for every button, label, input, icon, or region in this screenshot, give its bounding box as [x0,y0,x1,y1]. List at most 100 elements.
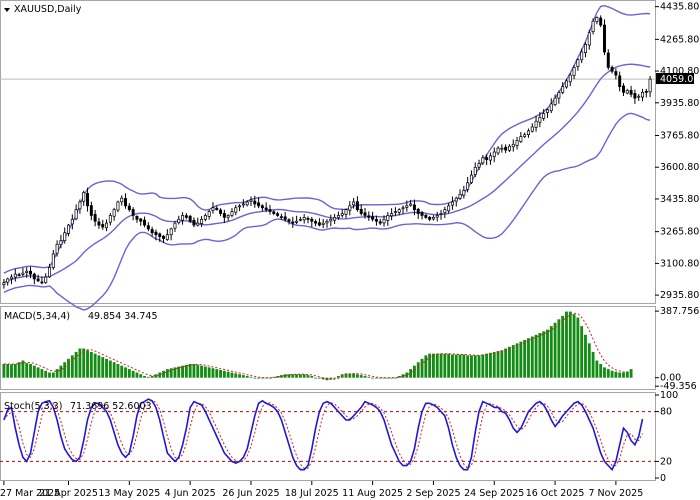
macd-bar [279,375,283,378]
macd-bar [86,350,89,378]
macd-bar [302,374,306,378]
candle-body [500,147,504,150]
candle-body [595,17,599,22]
macd-bar [333,377,337,379]
macd-bar [173,367,177,378]
time-axis-label: 11 Aug 2025 [342,488,403,499]
macd-bar [565,311,568,378]
candle-body [302,217,306,221]
candle-body [492,151,496,157]
macd-bar [435,353,439,378]
candle-body [545,109,549,113]
candle-body [226,215,230,218]
candle-body [188,215,192,222]
macd-bar [397,375,401,378]
candle-body [447,205,451,212]
dropdown-arrow-icon[interactable] [4,8,10,12]
candle-body [276,213,280,216]
candle-body [648,78,652,93]
candle-body [306,217,310,220]
candle-body [272,211,276,214]
candle-body [241,203,245,206]
macd-bar [527,338,530,378]
macd-bar [610,370,614,378]
macd-bar [112,362,116,378]
price-axis-label: 3600.80 [660,162,699,173]
candle-body [93,214,97,222]
candle-body [291,221,295,224]
candle-body [105,222,109,229]
macd-bar [352,373,356,378]
bollinger-upper-band [3,4,651,274]
candle-body [477,163,481,168]
candle-body [44,276,48,283]
candle-body [587,32,591,46]
time-axis-label: 2 Sep 2025 [406,488,460,499]
candle-body [181,215,185,221]
price-axis-label: 2935.80 [660,290,699,301]
macd-bar [382,377,386,379]
candle-body [363,212,367,216]
candle-body [36,278,40,282]
macd-bar [215,369,219,378]
candle-body [435,215,439,218]
macd-bar [424,355,428,378]
macd-bar [496,351,500,378]
candle-body [150,229,154,234]
price-axis-label: 3435.80 [660,194,699,205]
candle-body [515,140,519,146]
candle-body [549,103,553,112]
macd-bar [207,367,211,378]
macd-bar [131,370,135,378]
macd-bar [13,363,17,378]
candle-body [462,190,466,196]
macd-bar [329,377,333,380]
candle-body [405,205,409,208]
macd-bar [401,374,405,378]
macd-bar [249,376,253,378]
macd-bar [257,377,261,379]
macd-bar [515,343,519,378]
macd-bar [200,365,203,378]
macd-bar [44,370,48,378]
stoch-signal-line [3,399,643,469]
macd-bar [359,375,363,378]
macd-bar [146,376,150,378]
macd-bar [63,362,67,378]
macd-bar [6,363,10,378]
macd-bar [93,353,97,378]
macd-bar [124,367,127,378]
candle-body [13,273,17,278]
macd-bar [192,363,196,378]
macd-bar [523,339,527,378]
macd-bar [561,315,565,378]
candle-body [78,201,82,210]
candle-body [260,205,264,209]
candle-body [120,197,124,203]
macd-bar [508,346,511,378]
candle-body [32,273,36,280]
stoch-axis-label: 100 [660,390,678,401]
macd-bar [78,348,82,378]
candle-body [203,215,207,220]
candle-body [207,211,211,217]
chart-title: XAUUSD,Daily [4,4,82,15]
macd-bar [606,369,610,378]
macd-bar [413,365,416,378]
candle-body [143,219,147,226]
macd-bar [534,334,538,378]
candle-body [325,220,329,224]
macd-bar [55,369,59,378]
candle-body [169,228,173,236]
macd-bar [367,376,371,378]
candle-body [139,218,143,222]
candle-body [264,207,268,211]
macd-bar [89,351,93,378]
candle-body [618,75,622,87]
time-axis-label: 27 Mar 2025 [0,488,60,499]
macd-bar [572,314,576,378]
candle-body [17,274,21,276]
candle-body [591,20,595,33]
candle-body [572,67,576,76]
